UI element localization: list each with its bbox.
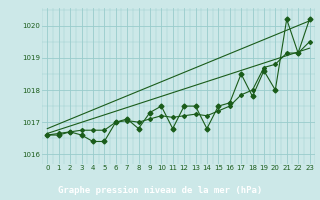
Text: Graphe pression niveau de la mer (hPa): Graphe pression niveau de la mer (hPa) (58, 186, 262, 195)
